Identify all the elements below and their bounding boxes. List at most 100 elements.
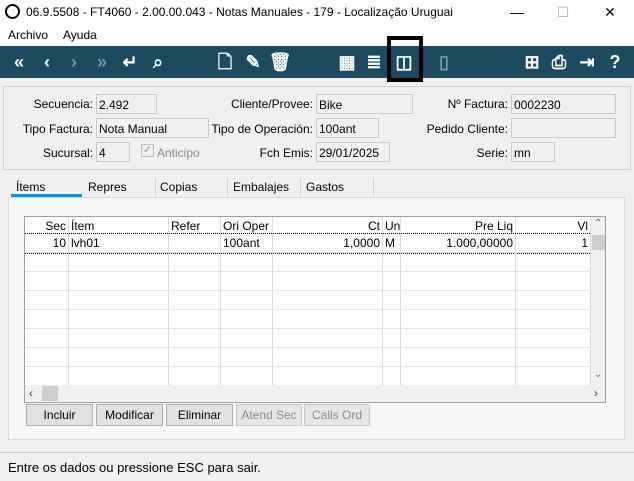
table-cell xyxy=(169,367,221,385)
calls-ord-button[interactable]: Calls Ord xyxy=(304,404,370,426)
nro-factura-field[interactable]: 0002230 xyxy=(511,94,616,114)
table-row[interactable] xyxy=(25,291,591,310)
table-cell xyxy=(221,329,273,347)
sucursal-label: Sucursal: xyxy=(42,146,93,160)
table-cell xyxy=(273,272,383,290)
delete-icon[interactable]: 🗑 xyxy=(268,52,292,72)
table-cell xyxy=(273,253,383,271)
window-title: 06.9.5508 - FT4060 - 2.00.00.043 - Notas… xyxy=(26,5,453,19)
calculator-icon[interactable]: ▦ xyxy=(338,52,356,72)
table-cell xyxy=(69,291,169,309)
first-icon[interactable]: « xyxy=(13,52,24,72)
cliente-field[interactable]: Bike xyxy=(316,94,413,114)
vertical-scrollbar[interactable]: ⌃ ⌄ xyxy=(591,217,605,385)
menu-bar: Archivo Ayuda xyxy=(0,24,634,46)
nro-factura-label: Nº Factura: xyxy=(447,97,508,111)
help-icon[interactable]: ? xyxy=(609,52,621,72)
scroll-down-icon[interactable]: ⌄ xyxy=(594,369,603,380)
serie-field[interactable]: mn xyxy=(511,142,555,162)
table-cell xyxy=(69,272,169,290)
column-header[interactable]: Refer xyxy=(169,217,221,234)
atend-sec-button[interactable]: Atend Sec xyxy=(236,404,302,426)
table-cell xyxy=(383,348,401,366)
exit-icon[interactable]: ⇥ xyxy=(579,52,595,72)
anticipo-checkbox[interactable]: ✓ xyxy=(141,144,154,157)
horizontal-scrollbar[interactable]: ‹ › xyxy=(25,385,605,402)
edit-document-icon[interactable]: ✎ xyxy=(245,52,261,72)
table-cell xyxy=(516,348,591,366)
column-header[interactable]: Sec xyxy=(25,217,69,234)
enter-icon[interactable]: ↵ xyxy=(122,52,138,72)
fch-emis-label: Fch Emis: xyxy=(259,146,313,160)
blank-document-icon[interactable]: ▯ xyxy=(439,52,449,72)
table-cell xyxy=(169,272,221,290)
maximize-button[interactable]: ☐ xyxy=(556,4,570,20)
secuencia-label: Secuencia: xyxy=(33,97,93,111)
table-cell xyxy=(383,367,401,385)
table-cell xyxy=(401,291,516,309)
table-row[interactable] xyxy=(25,367,591,386)
table-cell xyxy=(169,253,221,271)
scroll-up-icon[interactable]: ⌃ xyxy=(594,218,603,229)
modificar-button[interactable]: Modificar xyxy=(96,404,163,426)
scroll-thumb[interactable] xyxy=(592,235,605,250)
table-cell xyxy=(25,329,69,347)
table-cell xyxy=(516,291,591,309)
tab-gastos[interactable]: Gastos xyxy=(306,180,345,194)
tipo-factura-field[interactable]: Nota Manual xyxy=(96,118,209,138)
table-cell xyxy=(25,253,69,271)
minimize-button[interactable]: — xyxy=(510,4,524,20)
column-header[interactable]: Vl xyxy=(516,217,591,234)
table-cell xyxy=(221,291,273,309)
secuencia-field[interactable]: 2.492 xyxy=(96,94,157,114)
column-header[interactable]: Ct xyxy=(273,217,383,234)
table-cell xyxy=(25,367,69,385)
new-document-icon[interactable]: 🗋 xyxy=(217,52,233,72)
eliminar-button[interactable]: Eliminar xyxy=(166,404,233,426)
menu-ayuda[interactable]: Ayuda xyxy=(63,28,97,42)
tree-icon[interactable]: ⊞ xyxy=(524,52,540,72)
tab-items[interactable]: Ítems xyxy=(16,180,46,194)
table-cell xyxy=(383,272,401,290)
active-tab-indicator xyxy=(11,194,82,197)
tab-copias[interactable]: Copias xyxy=(160,180,198,194)
column-header[interactable]: Ori Oper xyxy=(221,217,273,234)
scroll-thumb-h[interactable] xyxy=(42,386,58,401)
column-header[interactable]: Pre Liq xyxy=(401,217,516,234)
table-cell xyxy=(401,329,516,347)
print-icon[interactable]: ⎙ xyxy=(551,52,567,72)
last-icon[interactable]: » xyxy=(96,52,107,72)
table-cell xyxy=(401,348,516,366)
table-row[interactable]: 10 lvh01 100ant 1,0000 M 1.000,00000 1 xyxy=(25,233,592,254)
table-cell xyxy=(516,367,591,385)
table-cell xyxy=(221,310,273,328)
next-icon[interactable]: › xyxy=(71,52,77,72)
tipo-operacion-field[interactable]: 100ant xyxy=(316,118,379,138)
items-grid: Sec Ítem Refer Ori Oper Ct Un Pre Liq Vl 10 lvh0… xyxy=(24,216,606,403)
column-header[interactable]: Ítem xyxy=(69,217,169,234)
close-button[interactable]: ✕ xyxy=(604,4,616,20)
sucursal-field[interactable]: 4 xyxy=(96,142,130,162)
table-cell xyxy=(169,329,221,347)
table-cell xyxy=(516,253,591,271)
scroll-left-icon[interactable]: ‹ xyxy=(29,386,33,400)
scroll-right-icon[interactable]: › xyxy=(594,386,598,400)
table-row[interactable] xyxy=(25,348,591,367)
fch-emis-field[interactable]: 29/01/2025 xyxy=(316,142,390,162)
column-header[interactable]: Un xyxy=(385,217,401,234)
tab-embalajes[interactable]: Embalajes xyxy=(233,180,290,194)
document-check-icon[interactable]: ≣ xyxy=(366,52,382,72)
layout-icon[interactable]: ◫ xyxy=(395,52,413,72)
menu-archivo[interactable]: Archivo xyxy=(8,28,49,42)
table-row[interactable] xyxy=(25,329,591,348)
tab-repres[interactable]: Repres xyxy=(88,180,127,194)
table-row[interactable] xyxy=(25,310,591,329)
table-cell xyxy=(69,253,169,271)
table-row[interactable] xyxy=(25,253,591,272)
table-row[interactable] xyxy=(25,272,591,291)
table-cell xyxy=(221,367,273,385)
pedido-cliente-field[interactable] xyxy=(511,118,616,138)
search-icon[interactable]: ⌕ xyxy=(152,52,164,72)
previous-icon[interactable]: ‹ xyxy=(44,52,50,72)
incluir-button[interactable]: Incluir xyxy=(26,404,93,426)
